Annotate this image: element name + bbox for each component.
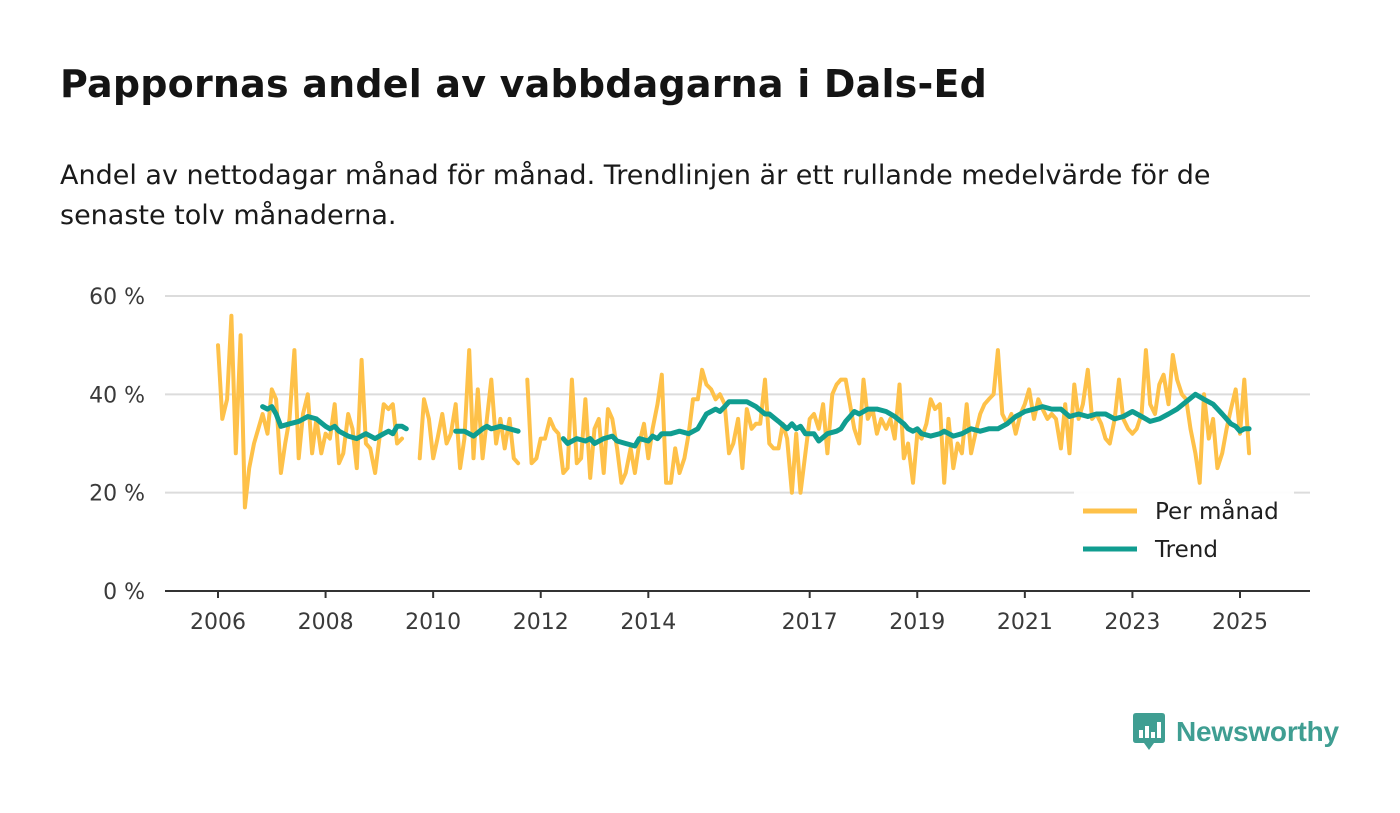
legend: Per månad Trend [1074, 488, 1294, 574]
newsworthy-brand: Newsworthy [1132, 712, 1339, 752]
x-tick-label: 2014 [620, 610, 676, 635]
x-tick-label: 2019 [889, 610, 945, 635]
y-tick-label: 0 % [103, 580, 145, 605]
gridlines [165, 295, 1310, 494]
series-line-per-manad [216, 313, 404, 510]
series-line-per-manad [417, 348, 521, 471]
legend-background [1074, 488, 1294, 574]
y-tick-label: 20 % [89, 482, 145, 507]
series-line-trend [560, 391, 1252, 449]
brand-name: Newsworthy [1176, 716, 1339, 747]
x-tick-label: 2023 [1104, 610, 1160, 635]
series [216, 313, 1252, 510]
newsworthy-logo-icon [1133, 713, 1165, 750]
x-tick-label: 2025 [1212, 610, 1268, 635]
legend-label-per-manad: Per månad [1155, 497, 1279, 525]
y-tick-label: 40 % [89, 383, 145, 408]
chart-subtitle: Andel av nettodagar månad för månad. Tre… [60, 160, 1211, 231]
y-tick-label: 60 % [89, 285, 145, 310]
x-tick-label: 2008 [298, 610, 354, 635]
series-line-per-manad [525, 348, 1252, 495]
x-tick-label: 2012 [513, 610, 569, 635]
x-tick-label: 2021 [997, 610, 1053, 635]
series-line-trend [260, 404, 409, 442]
x-tick-label: 2010 [405, 610, 461, 635]
series-line-trend [453, 423, 521, 439]
x-axis: 2006 2008 2010 2012 2014 2017 2019 2021 2023 2025 [165, 590, 1310, 635]
x-tick-label: 2017 [782, 610, 838, 635]
x-tick-label: 2006 [190, 610, 246, 635]
chart-title: Pappornas andel av vabbdagarna i Dals-Ed [60, 62, 988, 106]
legend-label-trend: Trend [1154, 537, 1218, 563]
y-axis-ticks: 0 % 20 % 40 % 60 % [89, 285, 145, 605]
